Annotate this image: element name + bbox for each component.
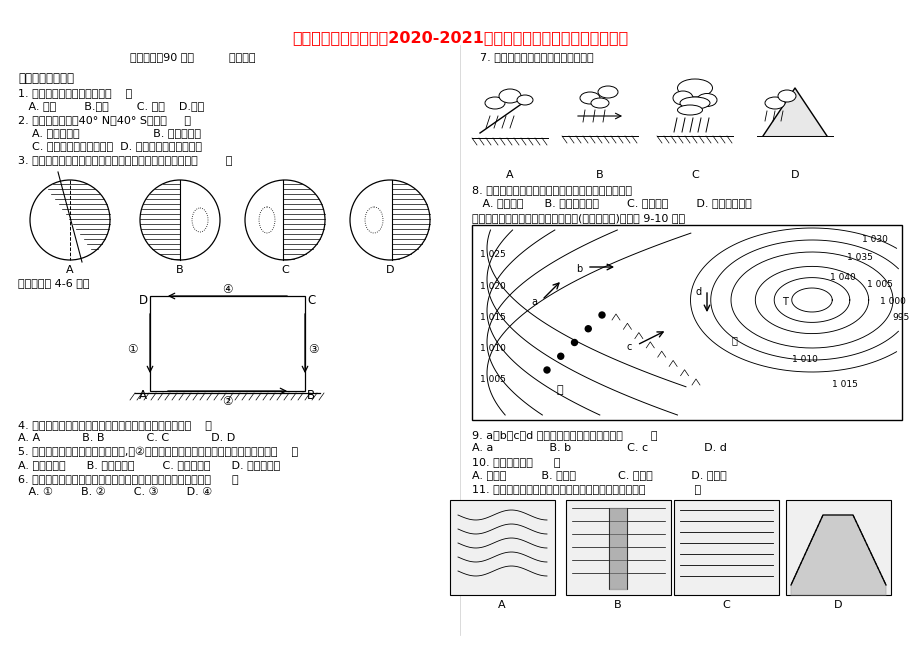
Text: 7. 下图中，表示了冷锋降水天气的是: 7. 下图中，表示了冷锋降水天气的是 bbox=[480, 52, 593, 62]
Text: A. A            B. B            C. C            D. D: A. A B. B C. C D. D bbox=[18, 433, 235, 443]
Text: A. 气压高          B. 风力大            C. 气温高           D. 湿度大: A. 气压高 B. 风力大 C. 气温高 D. 湿度大 bbox=[471, 470, 726, 480]
Text: 1 020: 1 020 bbox=[480, 281, 505, 291]
Text: B: B bbox=[596, 170, 603, 180]
Text: B: B bbox=[307, 389, 315, 402]
Bar bbox=[785, 500, 890, 595]
Text: 1 040: 1 040 bbox=[829, 273, 855, 282]
Text: d: d bbox=[695, 287, 701, 297]
Text: 5. 如果此图是城市热岛环流侧视图,在②处进行植树造林，对城市空气起到的作用是（    ）: 5. 如果此图是城市热岛环流侧视图,在②处进行植树造林，对城市空气起到的作用是（… bbox=[18, 447, 298, 458]
Ellipse shape bbox=[697, 94, 716, 107]
Text: A. 增温和增湿      B. 净化和增温        C. 净化和增湿      D. 减湿和减温: A. 增温和增湿 B. 净化和增温 C. 净化和增湿 D. 减湿和减温 bbox=[18, 460, 280, 470]
Circle shape bbox=[557, 353, 563, 359]
Bar bbox=[150, 296, 305, 391]
Ellipse shape bbox=[676, 105, 702, 115]
Text: 2. 关于地球自转，40° N与40° S比较（     ）: 2. 关于地球自转，40° N与40° S比较（ ） bbox=[18, 115, 191, 125]
Ellipse shape bbox=[777, 90, 795, 102]
Bar bbox=[674, 500, 778, 595]
Text: A: A bbox=[505, 170, 513, 180]
Text: D: D bbox=[385, 265, 394, 275]
Text: b: b bbox=[575, 264, 582, 274]
Text: C: C bbox=[307, 294, 315, 307]
Ellipse shape bbox=[516, 95, 532, 105]
Circle shape bbox=[543, 367, 550, 373]
Text: 甲: 甲 bbox=[556, 385, 563, 395]
Text: 11. 下列地质地貌示意图中，主要由外力作用形成的是（              ）: 11. 下列地质地貌示意图中，主要由外力作用形成的是（ ） bbox=[471, 484, 700, 494]
Text: ③: ③ bbox=[308, 343, 318, 356]
Ellipse shape bbox=[498, 89, 520, 103]
Text: C. 角速度和线速度都不同  D. 角速度和线速度都相同: C. 角速度和线速度都不同 D. 角速度和线速度都相同 bbox=[18, 141, 202, 151]
Text: C: C bbox=[281, 265, 289, 275]
Text: ④: ④ bbox=[221, 283, 232, 296]
Text: C: C bbox=[690, 170, 698, 180]
Text: 江西省上饶市横峰中学2020-2021学年高一地理下学期入学考试试题: 江西省上饶市横峰中学2020-2021学年高一地理下学期入学考试试题 bbox=[291, 30, 628, 45]
Ellipse shape bbox=[597, 86, 618, 98]
Text: a: a bbox=[530, 297, 537, 307]
Text: A: A bbox=[139, 389, 147, 402]
Ellipse shape bbox=[673, 91, 692, 105]
Text: 4. 如果此图为热力环流侧视图，则四地中温度最高的是（    ）: 4. 如果此图为热力环流侧视图，则四地中温度最高的是（ ） bbox=[18, 420, 211, 430]
Text: 1. 下列天体中体积最大的是（    ）: 1. 下列天体中体积最大的是（ ） bbox=[18, 88, 132, 98]
Ellipse shape bbox=[590, 98, 608, 108]
Text: 1 025: 1 025 bbox=[480, 250, 505, 259]
Text: 乙: 乙 bbox=[732, 335, 737, 345]
Circle shape bbox=[571, 339, 577, 346]
Text: 1 010: 1 010 bbox=[480, 344, 505, 353]
Text: 一、单项选择题。: 一、单项选择题。 bbox=[18, 72, 74, 85]
Text: 1 005: 1 005 bbox=[866, 280, 892, 289]
Text: 1 000: 1 000 bbox=[879, 297, 905, 306]
Text: A. ①        B. ②        C. ③        D. ④: A. ① B. ② C. ③ D. ④ bbox=[18, 487, 212, 497]
Ellipse shape bbox=[765, 97, 784, 109]
Text: A. a                B. b                C. c                D. d: A. a B. b C. c D. d bbox=[471, 443, 726, 453]
Polygon shape bbox=[762, 88, 826, 136]
Text: 6. 若如图表示海陆间水循环的模式图，目前人类影响最大的是（      ）: 6. 若如图表示海陆间水循环的模式图，目前人类影响最大的是（ ） bbox=[18, 474, 238, 484]
Text: 3. 下图中四幅地球光照图中能正确表示北半球夏至日的是（        ）: 3. 下图中四幅地球光照图中能正确表示北半球夏至日的是（ ） bbox=[18, 155, 233, 165]
Text: A: A bbox=[66, 265, 74, 275]
Text: 1 030: 1 030 bbox=[861, 235, 887, 244]
Ellipse shape bbox=[676, 79, 711, 97]
Bar bbox=[449, 500, 554, 595]
Text: A. 太阳        B.月球        C. 木星    D.地球: A. 太阳 B.月球 C. 木星 D.地球 bbox=[18, 101, 204, 111]
Text: 考试时间：90 分钟          命题人：: 考试时间：90 分钟 命题人： bbox=[130, 52, 255, 62]
Text: C: C bbox=[721, 600, 729, 610]
Text: ①: ① bbox=[127, 343, 137, 356]
Text: T: T bbox=[781, 297, 787, 307]
Circle shape bbox=[584, 326, 591, 332]
Text: 1 015: 1 015 bbox=[480, 313, 505, 322]
Text: c: c bbox=[626, 342, 631, 352]
Text: 1 015: 1 015 bbox=[831, 380, 857, 389]
Text: 读图，回答 4-6 题。: 读图，回答 4-6 题。 bbox=[18, 278, 89, 288]
Text: D: D bbox=[139, 294, 148, 307]
Ellipse shape bbox=[579, 92, 599, 104]
Polygon shape bbox=[790, 515, 885, 595]
Text: D: D bbox=[790, 170, 799, 180]
Text: 1 005: 1 005 bbox=[480, 375, 505, 384]
Bar bbox=[565, 500, 670, 595]
Text: 8. 对西欧温带海洋性气候的形成有巨大作用的洋流是: 8. 对西欧温带海洋性气候的形成有巨大作用的洋流是 bbox=[471, 185, 631, 195]
Text: A. 角速度不同                     B. 线速度不同: A. 角速度不同 B. 线速度不同 bbox=[18, 128, 200, 138]
Text: 1 010: 1 010 bbox=[791, 355, 817, 364]
Bar bbox=[471, 225, 901, 420]
Text: D: D bbox=[833, 600, 841, 610]
Text: 10. 甲地比乙地（      ）: 10. 甲地比乙地（ ） bbox=[471, 457, 560, 467]
Text: A: A bbox=[498, 600, 505, 610]
Text: 1 035: 1 035 bbox=[846, 253, 872, 262]
Ellipse shape bbox=[679, 97, 709, 109]
Text: 995: 995 bbox=[891, 313, 908, 322]
Text: A. 西风漂流      B. 墨西哥湾暖流        C. 日本暖流        D. 北大西洋暖流: A. 西风漂流 B. 墨西哥湾暖流 C. 日本暖流 D. 北大西洋暖流 bbox=[471, 198, 751, 208]
Circle shape bbox=[598, 312, 605, 318]
Ellipse shape bbox=[484, 97, 505, 109]
Text: 9. a、b、c、d 四箭头表示风向，正确的是（        ）: 9. a、b、c、d 四箭头表示风向，正确的是（ ） bbox=[471, 430, 657, 440]
Text: B: B bbox=[614, 600, 621, 610]
Text: ②: ② bbox=[221, 395, 232, 408]
Text: 读下面北半球某区域海平面等压线图(单位：百帕)，完成 9-10 题。: 读下面北半球某区域海平面等压线图(单位：百帕)，完成 9-10 题。 bbox=[471, 213, 685, 223]
Text: B: B bbox=[176, 265, 184, 275]
